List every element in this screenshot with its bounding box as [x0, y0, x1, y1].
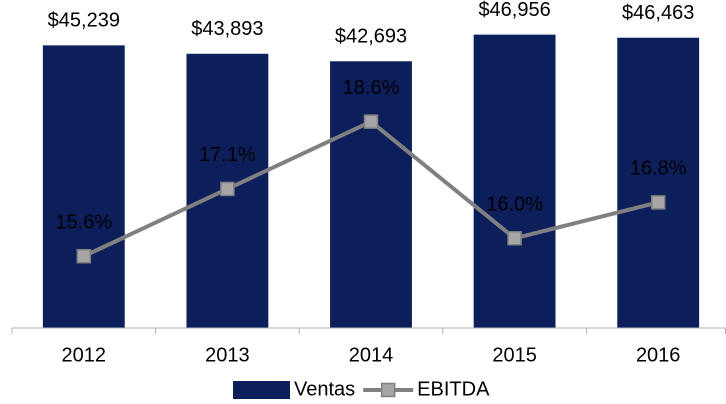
line-marker — [76, 248, 92, 264]
legend-label: Ventas — [294, 378, 355, 400]
legend-label: EBITDA — [417, 378, 490, 400]
bar-value-label: $42,693 — [335, 26, 407, 48]
legend-swatch — [233, 381, 290, 399]
line-value-label: 16.0% — [486, 194, 543, 216]
line-value-label: 15.6% — [55, 212, 112, 234]
bar-value-label: $46,463 — [622, 2, 694, 24]
line-value-label: 18.6% — [343, 77, 400, 99]
x-tick-label: 2013 — [205, 344, 250, 366]
line-marker — [220, 181, 235, 197]
x-tick-label: 2016 — [636, 344, 681, 366]
bar-value-label: $45,239 — [48, 10, 120, 32]
line-marker — [507, 231, 522, 246]
x-tick-label: 2015 — [492, 344, 537, 366]
line-marker — [650, 195, 666, 210]
line-value-label: 17.1% — [199, 144, 256, 166]
x-tick-label: 2012 — [62, 344, 107, 366]
legend-marker — [380, 382, 396, 398]
line-marker — [363, 114, 379, 129]
x-tick-label: 2014 — [349, 344, 394, 366]
bar — [617, 37, 700, 328]
bar — [42, 45, 125, 328]
bar — [330, 61, 412, 328]
bar-value-label: $46,956 — [478, 0, 550, 21]
line-value-label: 16.8% — [630, 158, 687, 180]
bar — [473, 34, 556, 329]
bar-value-label: $43,893 — [191, 18, 263, 40]
